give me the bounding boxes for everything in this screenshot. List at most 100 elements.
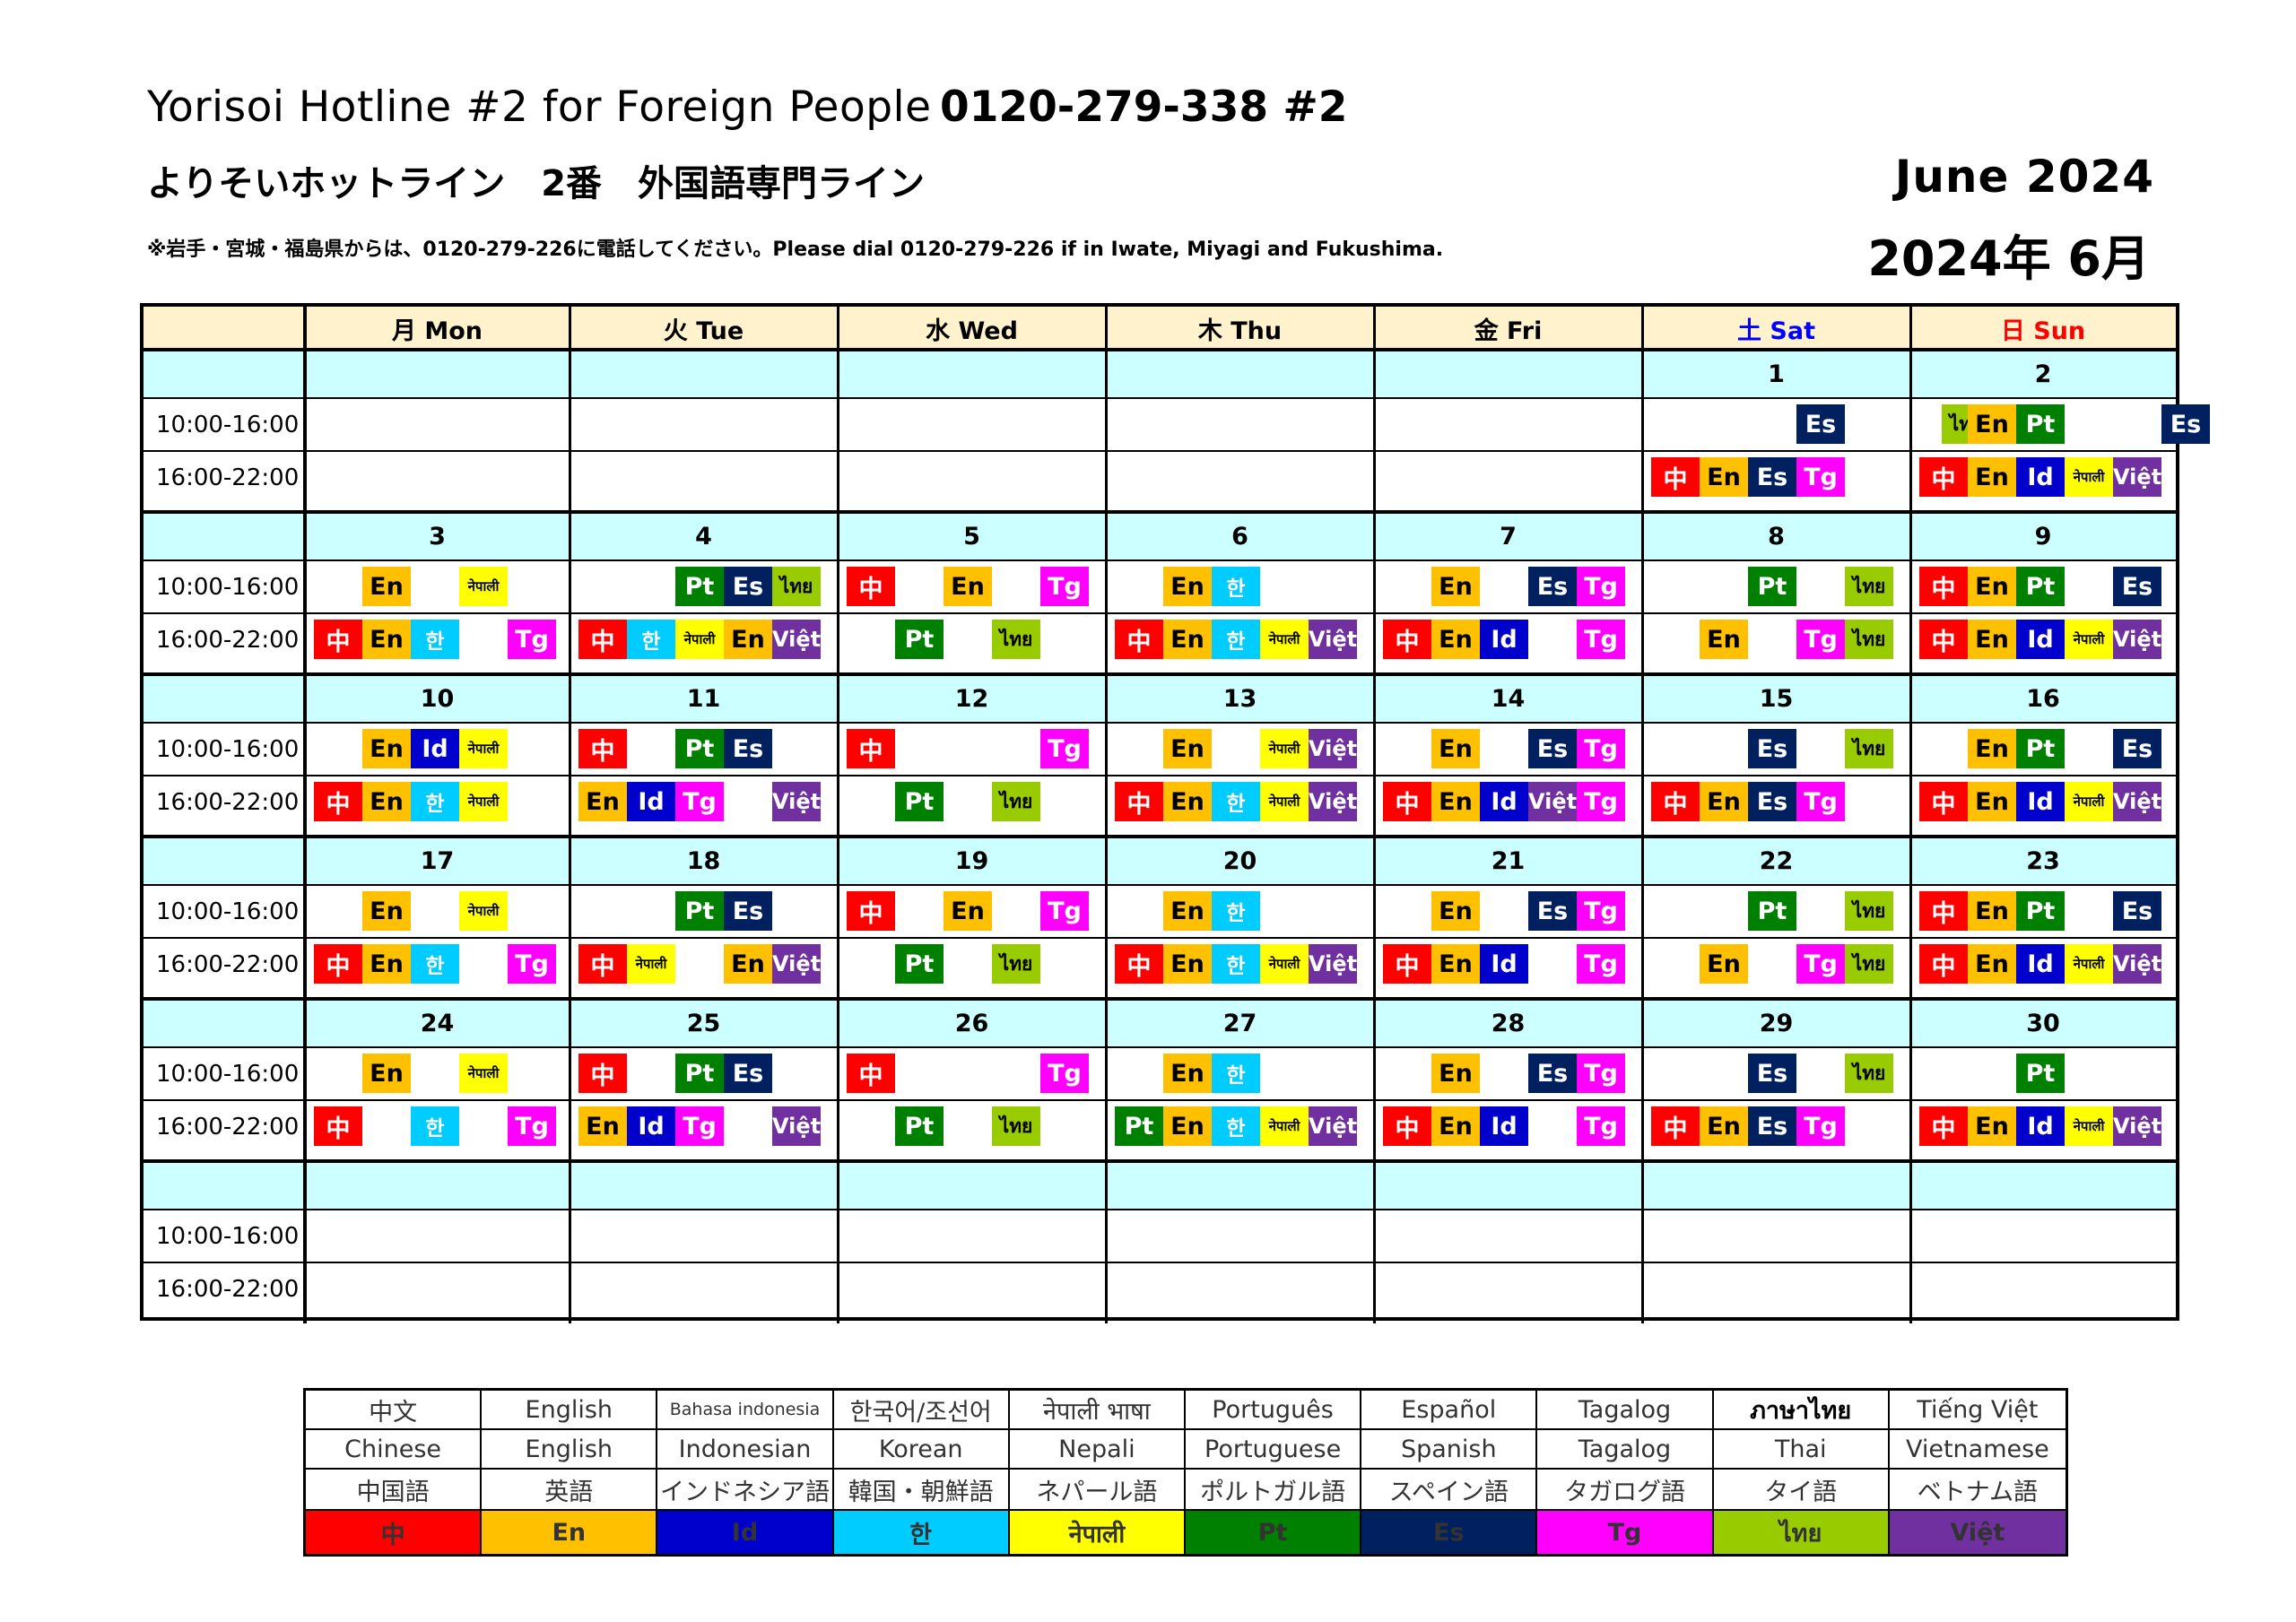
language-badge-ne: नेपाली xyxy=(459,1054,508,1093)
language-badge-pt: Pt xyxy=(2016,567,2065,606)
language-badge-th: ไทย xyxy=(772,567,821,606)
language-badge-vi: Việt xyxy=(1309,1106,1357,1146)
language-badge-en: En xyxy=(362,1054,411,1093)
language-badge-tg: Tg xyxy=(1577,567,1625,606)
schedule-cell xyxy=(570,1262,838,1315)
date-cell: 15 xyxy=(1642,674,1910,723)
language-badge-ne: नेपाली xyxy=(1260,782,1309,821)
language-badge-en: En xyxy=(362,944,411,984)
grid-line-h xyxy=(144,450,2176,452)
language-badge-vi: Việt xyxy=(2113,1106,2161,1146)
title-english: Yorisoi Hotline #2 for Foreign People xyxy=(147,82,932,132)
grid-line-h xyxy=(144,510,2176,514)
language-badge-ko: 한 xyxy=(411,944,459,984)
schedule-cell xyxy=(305,560,570,613)
month-english: June 2024 xyxy=(1894,151,2154,203)
day-header: 木 Thu xyxy=(1106,307,1374,350)
language-badge-en: En xyxy=(1163,944,1212,984)
date-cell xyxy=(1106,1161,1374,1210)
date-cell: 23 xyxy=(1910,837,2176,885)
language-badge-es: Es xyxy=(1748,457,1796,497)
language-badge-ne: नेपाली xyxy=(459,782,508,821)
grid-line-v xyxy=(1640,307,1644,1323)
date-row-label xyxy=(144,837,305,885)
language-badge-zh: 中 xyxy=(1651,457,1700,497)
language-badge-id: Id xyxy=(627,782,675,821)
language-badge-es: Es xyxy=(2113,567,2161,606)
legend-color-badge-pt: Pt xyxy=(1186,1511,1362,1554)
language-badge-en: En xyxy=(1431,782,1480,821)
date-cell xyxy=(570,1161,838,1210)
language-badge-tg: Tg xyxy=(508,944,556,984)
language-badge-id: Id xyxy=(2016,620,2065,659)
grid-line-h xyxy=(144,348,2176,351)
language-badge-ne: नेपाली xyxy=(2065,944,2113,984)
month-japanese: 2024年 6月 xyxy=(1867,230,2150,287)
language-badge-en: En xyxy=(362,729,411,768)
legend-native-name: Bahasa indonesia xyxy=(657,1391,834,1430)
schedule-cell xyxy=(570,451,838,504)
language-badge-es: Es xyxy=(1748,782,1796,821)
language-badge-tg: Tg xyxy=(1577,1054,1625,1093)
language-badge-en: En xyxy=(578,782,627,821)
language-badge-pt: Pt xyxy=(1748,891,1796,931)
language-badge-es: Es xyxy=(724,729,772,768)
date-cell xyxy=(838,350,1106,398)
language-badge-zh: 中 xyxy=(1115,782,1163,821)
language-badge-th: ไทย xyxy=(992,620,1040,659)
legend-english-name: Korean xyxy=(833,1430,1010,1470)
language-badge-pt: Pt xyxy=(895,782,944,821)
language-badge-ko: 한 xyxy=(1212,620,1260,659)
date-cell: 21 xyxy=(1374,837,1642,885)
schedule-cell xyxy=(838,398,1106,451)
date-cell xyxy=(1374,350,1642,398)
language-badge-zh: 中 xyxy=(314,782,362,821)
language-badge-es: Es xyxy=(2161,404,2210,444)
date-cell: 29 xyxy=(1642,999,1910,1047)
grid-line-h xyxy=(144,775,2176,776)
language-badge-id: Id xyxy=(411,729,459,768)
grid-line-h xyxy=(144,1209,2176,1210)
language-badge-tg: Tg xyxy=(1577,782,1625,821)
language-badge-en: En xyxy=(1431,1054,1480,1093)
language-badge-en: En xyxy=(1163,620,1212,659)
day-header: 日 Sun xyxy=(1910,307,2176,350)
language-badge-tg: Tg xyxy=(675,782,724,821)
legend-english-name: Chinese xyxy=(306,1430,483,1470)
date-cell: 5 xyxy=(838,512,1106,560)
legend-japanese-name: 中国語 xyxy=(306,1470,483,1511)
legend-japanese-name: ポルトガル語 xyxy=(1186,1470,1362,1511)
language-badge-pt: Pt xyxy=(675,729,724,768)
language-badge-ne: नेपाली xyxy=(459,567,508,606)
legend-color-badge-zh: 中 xyxy=(306,1511,483,1554)
time-slot-label: 10:00-16:00 xyxy=(156,735,300,763)
language-badge-es: Es xyxy=(2113,729,2161,768)
language-badge-en: En xyxy=(1700,457,1748,497)
legend-english-name: Portuguese xyxy=(1186,1430,1362,1470)
day-header: 金 Fri xyxy=(1374,307,1642,350)
date-cell: 11 xyxy=(570,674,838,723)
time-slot-label: 10:00-16:00 xyxy=(156,411,300,438)
grid-line-h xyxy=(144,1262,2176,1263)
date-cell: 3 xyxy=(305,512,570,560)
language-badge-en: En xyxy=(1968,891,2016,931)
time-slot-label: 16:00-22:00 xyxy=(156,950,300,978)
language-badge-en: En xyxy=(1431,729,1480,768)
schedule-cell xyxy=(838,613,1106,666)
language-badge-en: En xyxy=(362,567,411,606)
language-badge-pt: Pt xyxy=(2016,404,2065,444)
language-badge-th: ไทย xyxy=(1845,729,1893,768)
language-badge-vi: Việt xyxy=(2113,944,2161,984)
language-badge-vi: Việt xyxy=(772,782,821,821)
language-badge-en: En xyxy=(1968,729,2016,768)
language-badge-th: ไทย xyxy=(1845,1054,1893,1093)
language-badge-zh: 中 xyxy=(578,729,627,768)
schedule-cell xyxy=(1642,398,1910,451)
legend-native-name: Tiếng Việt xyxy=(1889,1391,2066,1430)
legend-japanese-name: タイ語 xyxy=(1713,1470,1890,1511)
language-badge-pt: Pt xyxy=(1748,567,1796,606)
legend-native-name: 中文 xyxy=(306,1391,483,1430)
date-cell xyxy=(1910,1161,2176,1210)
language-badge-tg: Tg xyxy=(1577,891,1625,931)
language-badge-tg: Tg xyxy=(675,1106,724,1146)
